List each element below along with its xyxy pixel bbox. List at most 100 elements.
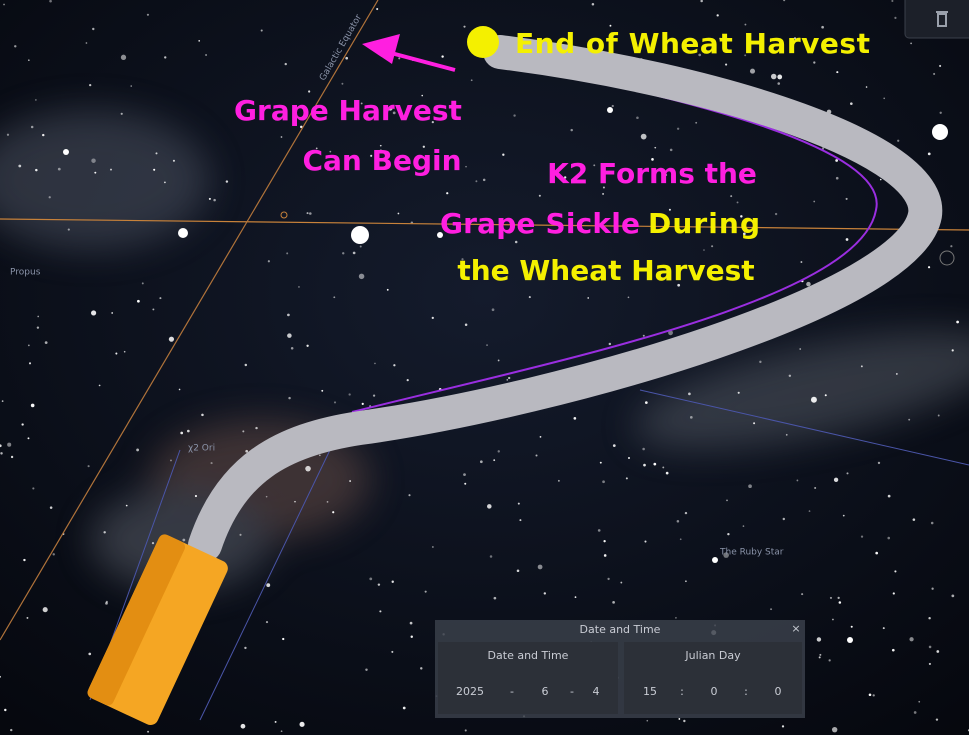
star — [775, 213, 777, 215]
star — [209, 198, 211, 200]
star — [910, 42, 912, 44]
star — [603, 540, 605, 542]
star — [836, 177, 839, 180]
grape-line: Can Begin — [302, 144, 461, 177]
star — [147, 731, 149, 733]
star — [319, 454, 321, 456]
star — [645, 401, 648, 404]
sky-label: The Ruby Star — [719, 548, 784, 558]
star — [255, 427, 257, 429]
star — [931, 522, 934, 525]
star — [914, 711, 917, 714]
star — [349, 480, 351, 482]
star — [342, 252, 344, 254]
star — [182, 539, 185, 542]
star — [786, 434, 788, 436]
star — [506, 379, 508, 381]
star — [63, 149, 69, 155]
k2-magenta: Grape Sickle — [440, 207, 640, 240]
sky-label: Propus — [10, 268, 41, 278]
star — [873, 694, 875, 696]
minute-field[interactable]: 0 — [711, 685, 718, 698]
star — [628, 296, 630, 298]
star — [677, 128, 679, 130]
star — [493, 459, 495, 461]
star — [743, 525, 745, 527]
star — [662, 466, 664, 468]
star — [843, 515, 845, 517]
star — [771, 74, 777, 80]
star — [180, 432, 183, 435]
star — [587, 297, 589, 299]
star — [465, 323, 467, 325]
star — [398, 213, 400, 215]
star — [952, 349, 954, 351]
close-button[interactable]: × — [791, 622, 800, 635]
star — [936, 650, 939, 653]
star — [502, 154, 504, 156]
star — [291, 347, 294, 350]
star — [365, 669, 367, 671]
star — [142, 282, 144, 284]
year-field[interactable]: 2025 — [456, 685, 484, 698]
star — [53, 553, 55, 555]
star — [513, 114, 515, 116]
star — [678, 718, 680, 720]
star — [91, 158, 95, 162]
star — [106, 601, 108, 603]
star — [725, 64, 727, 66]
star — [486, 344, 488, 346]
star — [789, 375, 791, 377]
star — [894, 570, 896, 572]
star — [68, 228, 70, 230]
second-field[interactable]: 0 — [775, 685, 782, 698]
star — [928, 266, 930, 268]
star — [89, 84, 91, 86]
star — [198, 40, 200, 42]
star — [387, 289, 389, 291]
star — [861, 365, 863, 367]
day-field[interactable]: 4 — [593, 685, 600, 698]
star — [115, 353, 117, 355]
star — [688, 393, 691, 396]
star — [475, 180, 477, 182]
star — [643, 335, 645, 337]
star — [359, 274, 365, 280]
star — [88, 653, 91, 656]
star — [378, 583, 380, 585]
star — [164, 56, 166, 58]
star — [99, 385, 101, 387]
star — [498, 450, 500, 452]
star — [847, 637, 853, 643]
star — [880, 179, 882, 181]
star — [35, 99, 37, 101]
star — [703, 249, 705, 251]
star — [241, 724, 246, 729]
star — [685, 580, 687, 582]
star — [813, 201, 815, 203]
star — [777, 82, 780, 85]
star — [86, 42, 88, 44]
month-field[interactable]: 6 — [542, 685, 549, 698]
hour-field[interactable]: 15 — [643, 685, 657, 698]
star — [811, 397, 817, 403]
star — [951, 595, 954, 598]
star — [933, 73, 935, 75]
k2-line: K2 Forms the — [547, 157, 757, 190]
star — [887, 537, 890, 540]
star — [519, 519, 521, 521]
star — [10, 729, 12, 731]
star — [153, 169, 155, 171]
star — [814, 487, 816, 489]
star — [309, 212, 312, 215]
star — [369, 578, 372, 581]
star — [939, 65, 941, 67]
star — [31, 404, 35, 408]
star — [607, 107, 613, 113]
star — [783, 518, 785, 520]
star — [159, 297, 161, 299]
sky-label: χ2 Ori — [188, 444, 215, 454]
star — [666, 472, 669, 475]
star — [628, 457, 630, 459]
star — [245, 450, 248, 453]
